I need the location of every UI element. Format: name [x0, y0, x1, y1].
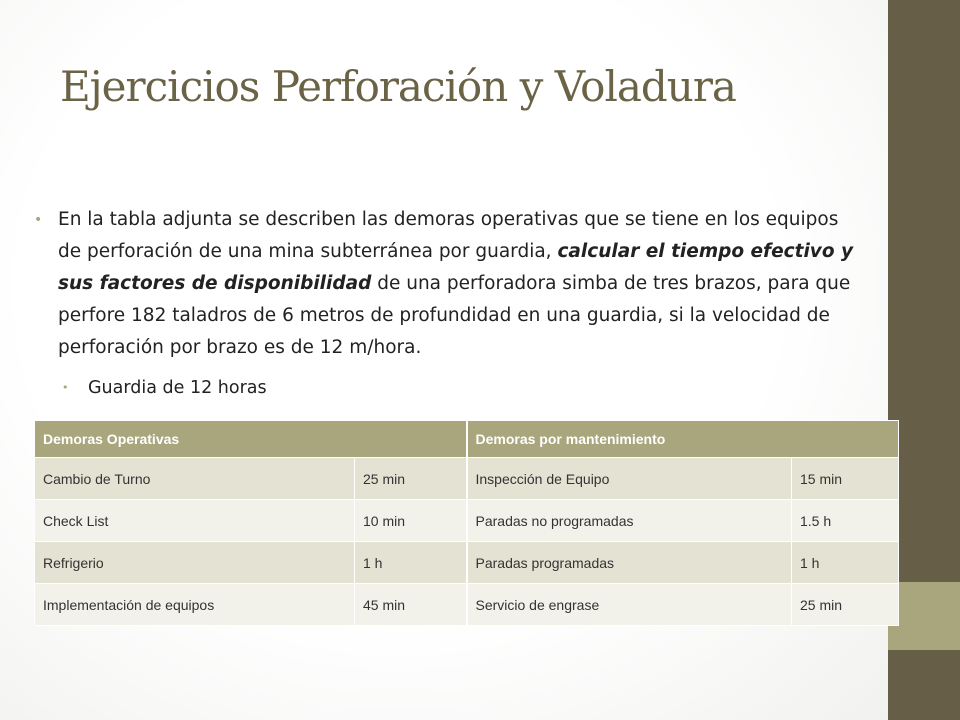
table-row: Check List 10 min Paradas no programadas… [34, 499, 899, 542]
table-row: Refrigerio 1 h Paradas programadas 1 h [34, 541, 899, 584]
bullet-sub-text: Guardia de 12 horas [88, 378, 267, 398]
table-cell: 1 h [791, 541, 899, 584]
delays-table: Demoras Operativas Demoras por mantenimi… [34, 420, 899, 626]
table-cell: 25 min [791, 583, 899, 626]
side-decoration-band [888, 0, 960, 720]
table-cell: Paradas no programadas [466, 499, 792, 542]
table-cell: 1 h [354, 541, 468, 584]
table-cell: Servicio de engrase [466, 583, 792, 626]
table-cell: 45 min [354, 583, 468, 626]
table-cell: Cambio de Turno [34, 457, 355, 500]
table-cell: 10 min [354, 499, 468, 542]
table-cell: 1.5 h [791, 499, 899, 542]
table-cell: Check List [34, 499, 355, 542]
bullet-main: • En la tabla adjunta se describen las d… [32, 204, 862, 364]
table-cell: Paradas programadas [466, 541, 792, 584]
side-band-light-middle [888, 582, 960, 650]
side-band-dark-bottom [888, 650, 960, 720]
table-cell: Inspección de Equipo [466, 457, 792, 500]
bullet-main-text-after: de una perforadora simba de tres brazos,… [58, 273, 851, 358]
header-demoras-operativas: Demoras Operativas [34, 420, 468, 458]
header-demoras-mantenimiento: Demoras por mantenimiento [466, 420, 899, 458]
table-row: Cambio de Turno 25 min Inspección de Equ… [34, 457, 899, 500]
bullet-main-text-before: En la tabla adjunta se describen las dem… [58, 209, 839, 262]
slide-title: Ejercicios Perforación y Voladura [60, 62, 737, 111]
side-band-dark-top [888, 0, 960, 582]
table-cell: 15 min [791, 457, 899, 500]
table-header-row: Demoras Operativas Demoras por mantenimi… [34, 420, 899, 458]
bullet-sub: • Guardia de 12 horas [32, 372, 862, 404]
slide-content: • En la tabla adjunta se describen las d… [32, 204, 862, 404]
bullet-dot-icon: • [34, 212, 43, 228]
bullet-main-emphasis: calcular el tiempo efectivo y sus factor… [58, 241, 854, 294]
table-cell: Implementación de equipos [34, 583, 355, 626]
table-row: Implementación de equipos 45 min Servici… [34, 583, 899, 626]
sub-bullet-dot-icon: • [62, 381, 69, 394]
table-cell: Refrigerio [34, 541, 355, 584]
table-cell: 25 min [354, 457, 468, 500]
